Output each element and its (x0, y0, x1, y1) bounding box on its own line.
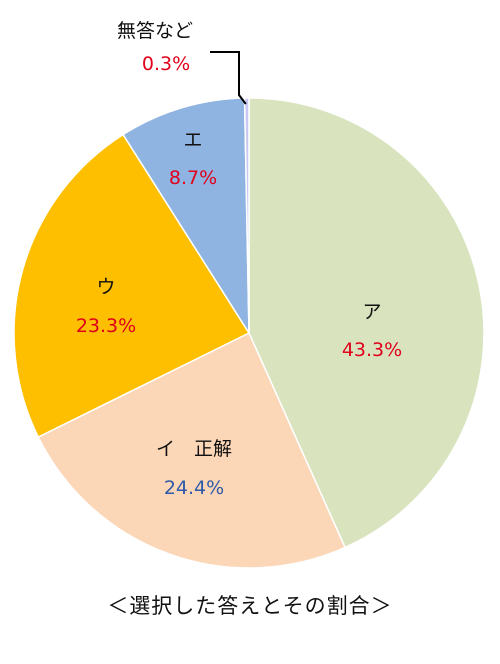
slice-percent-3: 23.3% (76, 315, 136, 337)
pie-slice-1 (248, 97, 485, 549)
pie-slice-5 (243, 97, 250, 334)
slice-label-2: イ 正解 (156, 438, 232, 460)
pie-slice-4 (122, 97, 250, 336)
slice-percent-4: 8.7% (169, 167, 217, 189)
pie-slice-2 (37, 331, 347, 569)
chart-caption: ＜選択した答えとその割合＞ (107, 594, 393, 618)
slice-label-1: ア (362, 301, 381, 323)
pie-slices (13, 97, 485, 569)
slice-label-3: ウ (96, 276, 115, 298)
slice-percent-2: 24.4% (164, 477, 224, 499)
slice-label-4: エ (183, 129, 202, 151)
slice-percent-1: 43.3% (342, 339, 402, 361)
leader-line-no-answer (210, 51, 247, 105)
slice-percent-5: 0.3% (142, 53, 190, 75)
pie-labels: ア 43.3% イ 正解 24.4% ウ 23.3% エ 8.7% 無答など 0.3% (76, 20, 402, 499)
slice-label-5: 無答など (117, 20, 193, 42)
pie-slice-3 (13, 133, 251, 439)
